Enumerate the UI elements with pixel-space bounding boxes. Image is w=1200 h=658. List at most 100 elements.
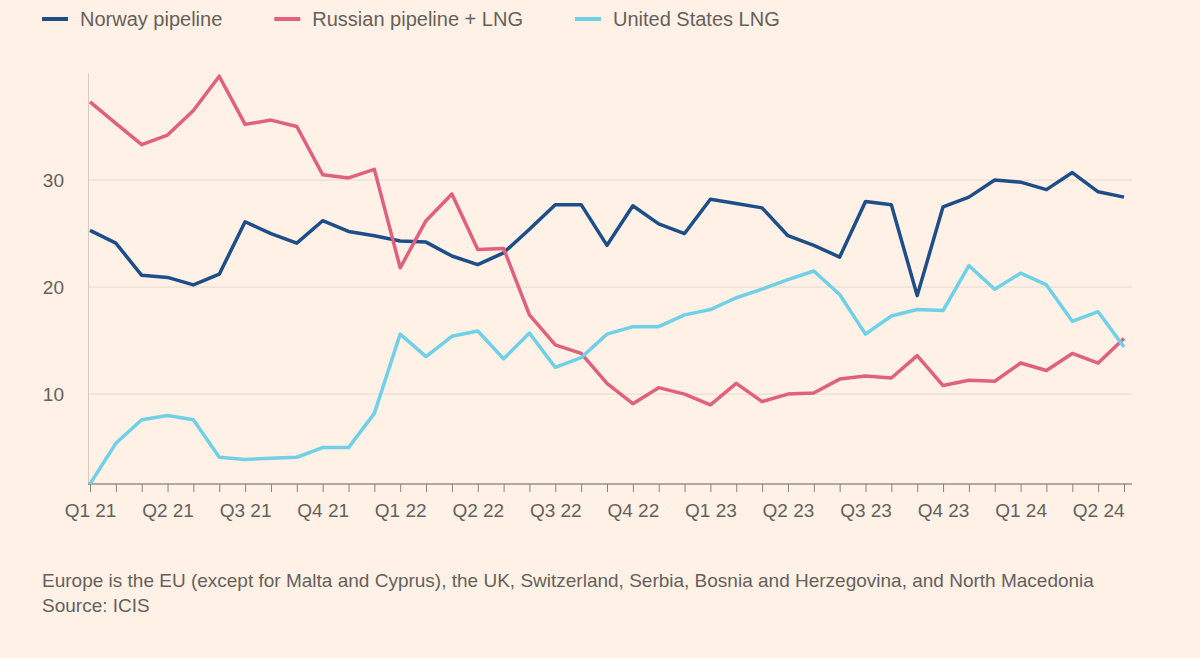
x-tick (840, 484, 841, 492)
x-tick-mark (814, 484, 815, 492)
x-tick-label: Q2 21 (142, 500, 194, 521)
legend-swatch (42, 17, 68, 21)
x-tick-mark (219, 484, 220, 492)
x-tick-mark (917, 484, 918, 492)
x-tick-mark (659, 484, 660, 492)
x-tick-mark (193, 484, 194, 492)
x-tick (374, 484, 375, 492)
legend-item: United States LNG (575, 8, 780, 30)
x-tick (607, 484, 608, 492)
x-tick-mark (1124, 484, 1125, 492)
series-line (90, 266, 1124, 484)
legend-label: Norway pipeline (80, 8, 222, 30)
x-tick-mark (943, 484, 944, 492)
x-tick: Q2 24 (1073, 484, 1125, 521)
x-tick: Q4 21 (297, 484, 349, 521)
x-tick-label: Q3 21 (220, 500, 272, 521)
x-tick-mark (891, 484, 892, 492)
x-tick-mark (529, 484, 530, 492)
x-tick-mark (995, 484, 996, 492)
x-tick-mark (90, 484, 91, 492)
x-tick-mark (685, 484, 686, 492)
legend-swatch (274, 17, 300, 21)
annotation: Europe is the EU (except for Malta and C… (42, 568, 1162, 593)
x-tick-mark (969, 484, 970, 492)
x-tick-label: Q3 22 (530, 500, 582, 521)
x-tick-label: Q2 22 (452, 500, 504, 521)
x-tick-mark (1021, 484, 1022, 492)
legend-label: Russian pipeline + LNG (312, 8, 523, 30)
x-tick-mark (581, 484, 582, 492)
x-tick-label: Q2 24 (1073, 500, 1125, 521)
x-tick-mark (788, 484, 789, 492)
x-tick: Q3 23 (840, 484, 892, 521)
x-tick-mark (297, 484, 298, 492)
x-tick: Q2 21 (142, 484, 194, 521)
legend-item: Russian pipeline + LNG (274, 8, 523, 30)
x-tick: Q4 23 (918, 484, 970, 521)
x-tick (1046, 484, 1047, 492)
x-tick (219, 484, 220, 492)
x-tick (193, 484, 194, 492)
x-tick (271, 484, 272, 492)
x-tick (969, 484, 970, 492)
x-tick: Q2 22 (452, 484, 504, 521)
x-tick-mark (349, 484, 350, 492)
x-tick: Q1 23 (685, 484, 737, 521)
y-tick-label: 10 (43, 384, 64, 405)
x-tick-mark (323, 484, 324, 492)
x-tick (685, 484, 686, 492)
notes: Europe is the EU (except for Malta and C… (42, 568, 1162, 618)
annotation: Source: ICIS (42, 593, 1162, 618)
x-tick: Q1 22 (375, 484, 427, 521)
x-tick-label: Q2 23 (763, 500, 815, 521)
x-tick (891, 484, 892, 492)
x-tick (995, 484, 996, 492)
x-tick (762, 484, 763, 492)
grid-line (88, 394, 1132, 395)
y-tick: 10 (43, 384, 88, 405)
x-tick (659, 484, 660, 492)
x-tick-mark (1046, 484, 1047, 492)
x-tick: Q1 21 (65, 484, 117, 521)
x-tick (581, 484, 582, 492)
x-tick (529, 484, 530, 492)
series-line (90, 76, 1124, 405)
x-tick (349, 484, 350, 492)
y-axis: 102030 (43, 74, 89, 485)
x-tick-mark (710, 484, 711, 492)
x-tick-mark (840, 484, 841, 492)
x-tick: Q2 23 (763, 484, 815, 521)
x-tick-label: Q1 22 (375, 500, 427, 521)
x-tick (142, 484, 143, 492)
y-tick-label: 30 (43, 170, 64, 191)
x-tick-mark (452, 484, 453, 492)
lines (90, 76, 1124, 484)
x-tick-mark (1072, 484, 1073, 492)
y-tick: 30 (43, 170, 88, 191)
x-tick: Q3 21 (220, 484, 272, 521)
x-tick-mark (245, 484, 246, 492)
grid-line (88, 287, 1132, 288)
x-tick (452, 484, 453, 492)
x-tick-mark (142, 484, 143, 492)
x-tick-label: Q4 23 (918, 500, 970, 521)
x-tick (917, 484, 918, 492)
x-tick-mark (762, 484, 763, 492)
x-tick-mark (168, 484, 169, 492)
legend: Norway pipeline Russian pipeline + LNG Uni… (42, 8, 780, 30)
x-tick-label: Q3 23 (840, 500, 892, 521)
x-tick-mark (271, 484, 272, 492)
x-tick-label: Q1 23 (685, 500, 737, 521)
legend-item: Norway pipeline (42, 8, 222, 30)
x-tick-label: Q1 21 (65, 500, 117, 521)
x-tick-label: Q4 21 (297, 500, 349, 521)
x-tick-mark (1098, 484, 1099, 492)
x-tick-mark (633, 484, 634, 492)
x-tick (504, 484, 505, 492)
series-line (90, 173, 1124, 296)
legend-swatch (575, 17, 601, 21)
x-tick (297, 484, 298, 492)
x-tick-mark (504, 484, 505, 492)
grid-line (88, 180, 1132, 181)
